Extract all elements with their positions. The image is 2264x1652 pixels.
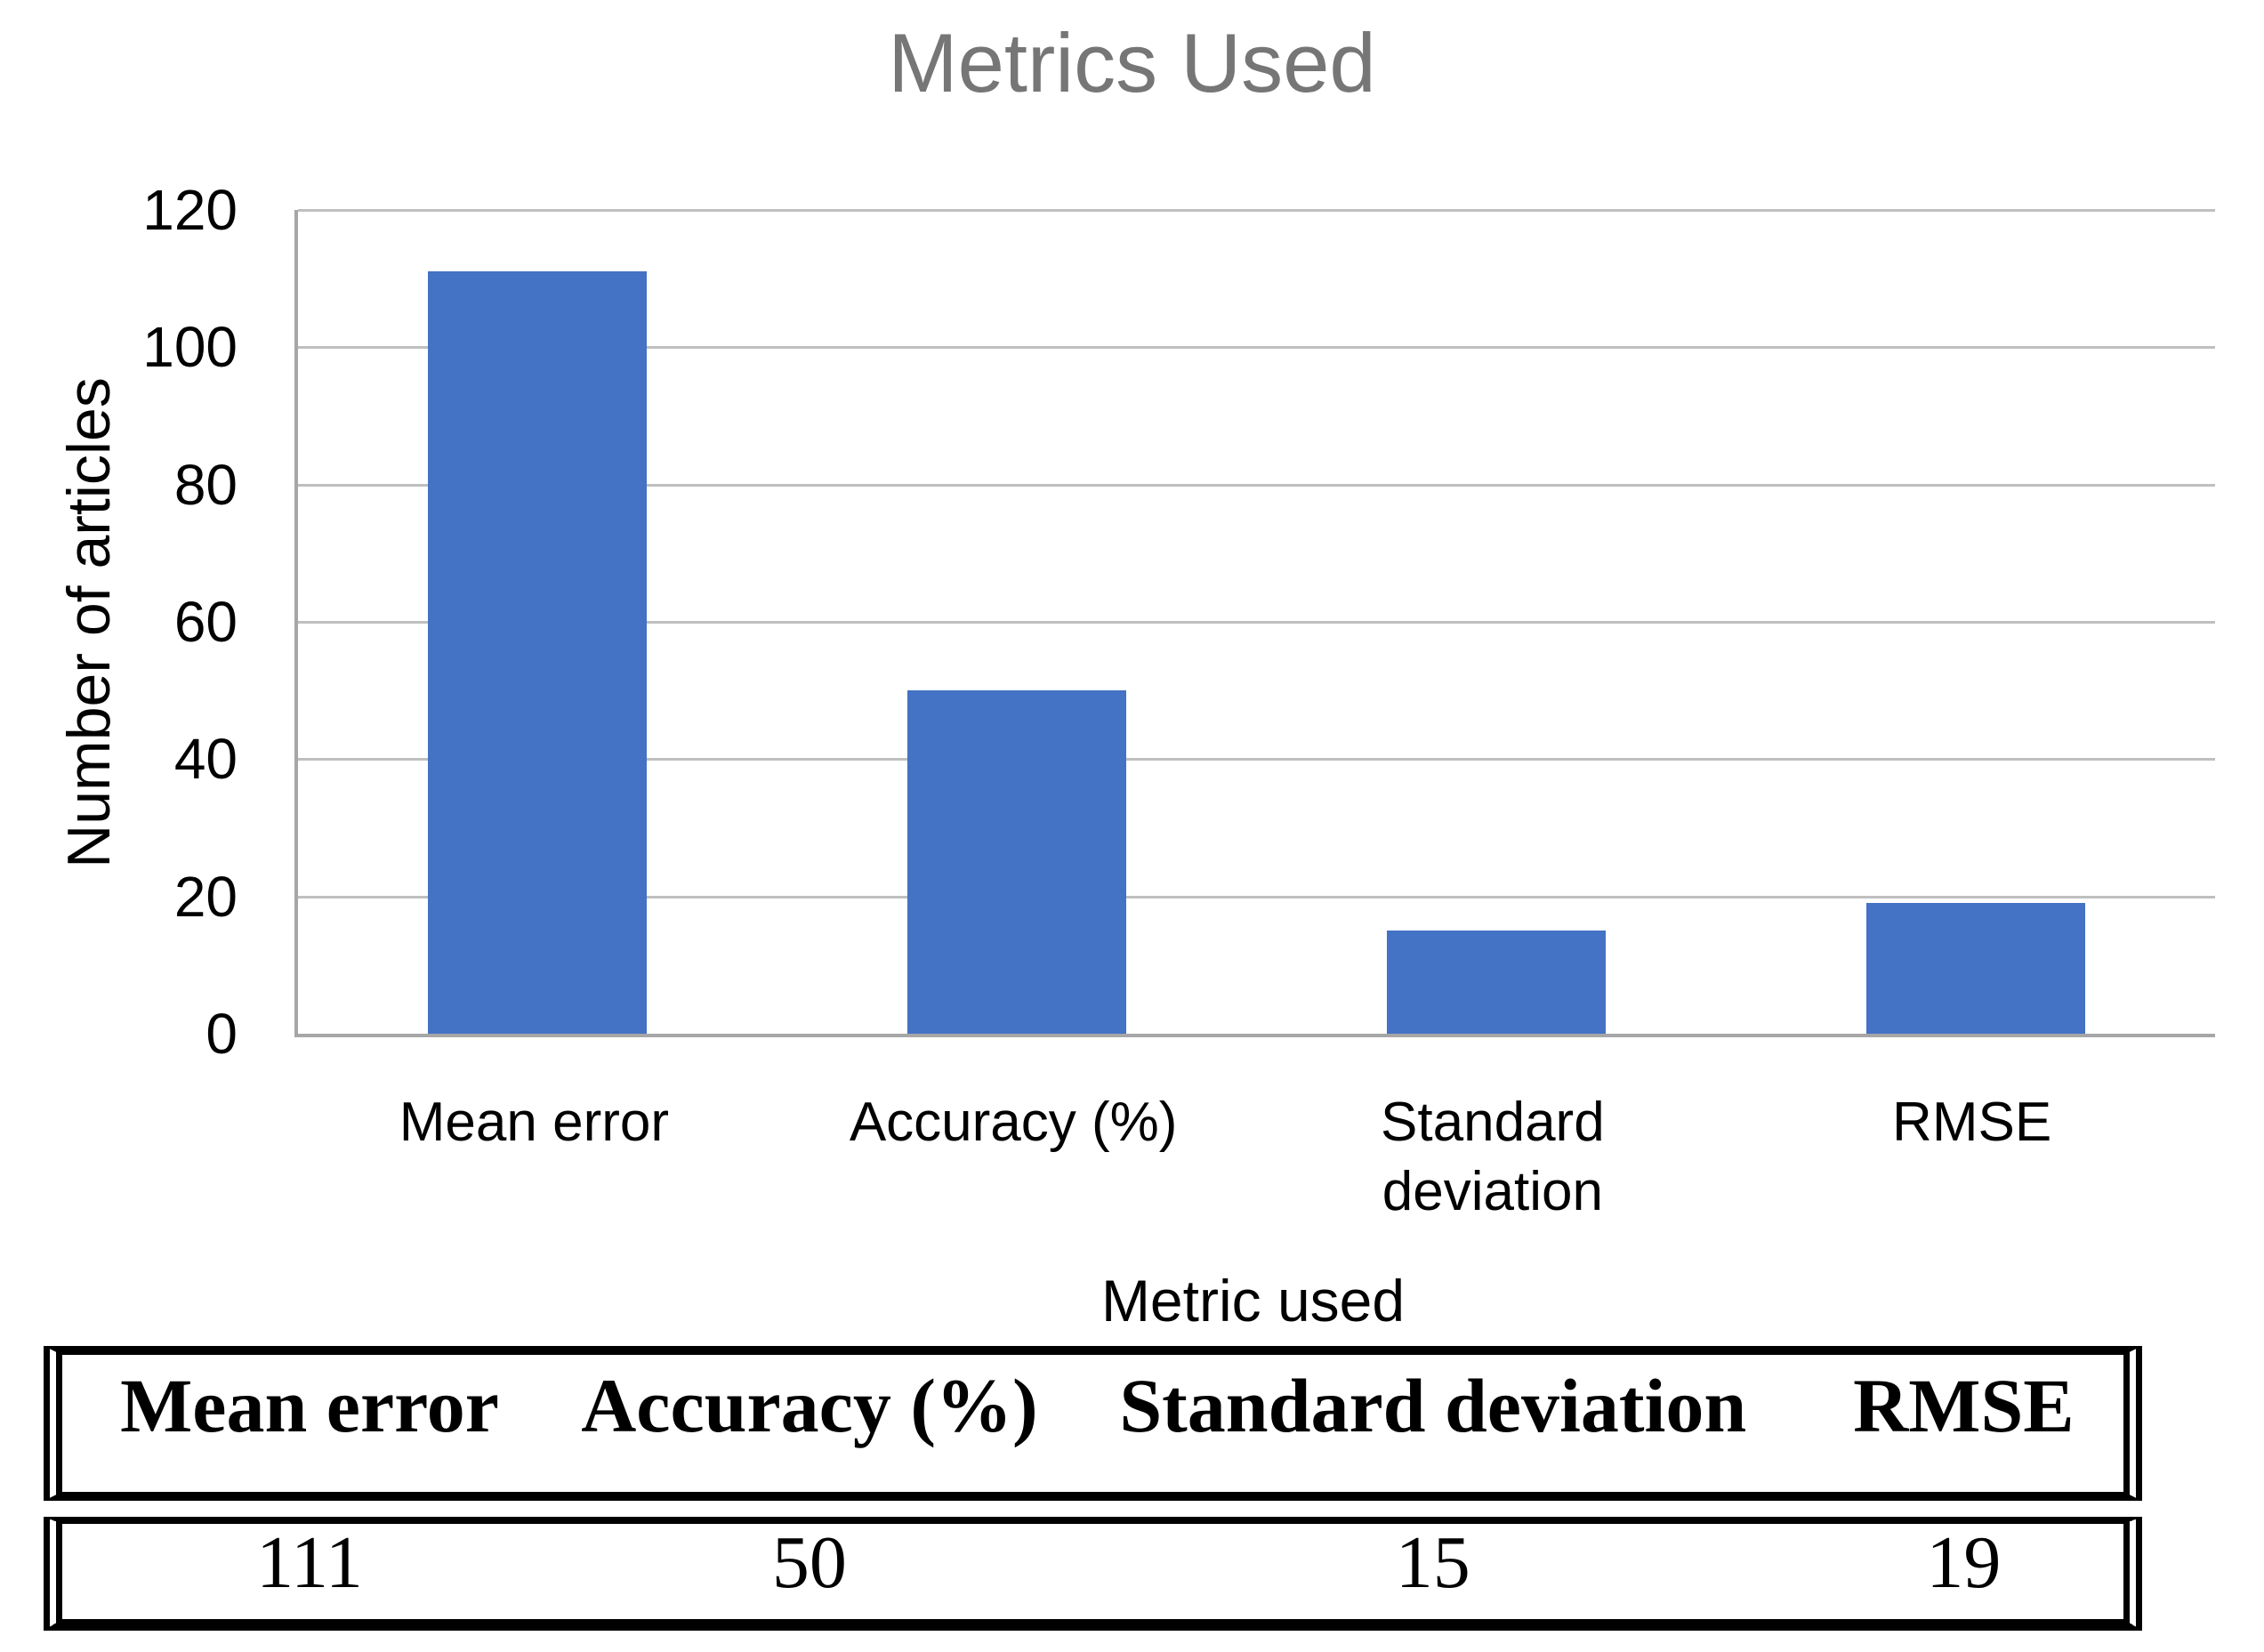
table-value-row: 111 50 15 19	[62, 1524, 2123, 1619]
chart-title: Metrics Used	[888, 16, 1376, 109]
x-axis-title: Metric used	[1100, 1268, 1406, 1334]
table-value-band: 111 50 15 19	[44, 1517, 2142, 1631]
table-header-cell-1: Accuracy (%)	[581, 1363, 1038, 1448]
table-value-cell-2: 15	[1395, 1521, 1470, 1604]
gridline-120	[298, 209, 2215, 212]
category-label-rmse: RMSE	[1892, 1092, 2052, 1153]
table-value-cell-1: 50	[771, 1521, 847, 1604]
bar-mean-error	[428, 271, 648, 1034]
table-header-row: Mean error Accuracy (%) Standard deviation…	[62, 1355, 2123, 1492]
y-tick-label-120: 120	[142, 178, 238, 242]
y-tick-label-0: 0	[205, 1002, 238, 1066]
y-tick-label-20: 20	[173, 864, 238, 929]
gridline-80	[298, 483, 2215, 487]
y-tick-label-40: 40	[173, 727, 238, 792]
y-axis-tick-labels: 0 20 40 60 80 100 120	[0, 181, 238, 1062]
x-axis-category-labels: Mean error Accuracy (%) Standard deviation…	[294, 1088, 2212, 1248]
bar-rmse	[1865, 903, 2085, 1034]
gridline-60	[298, 621, 2215, 624]
y-tick-label-80: 80	[173, 452, 238, 517]
table-value-cell-3: 19	[1926, 1521, 2002, 1604]
table-header-band: Mean error Accuracy (%) Standard deviation…	[44, 1346, 2142, 1501]
bar-accuracy-	[907, 690, 1127, 1034]
gridline-20	[298, 895, 2215, 899]
category-label-mean-error: Mean error	[399, 1092, 669, 1153]
category-label-standard-deviation: Standard deviation	[1381, 1092, 1605, 1222]
table-header-cell-2: Standard deviation	[1119, 1363, 1747, 1448]
plot-area	[294, 209, 2215, 1037]
table-header-cell-3: RMSE	[1853, 1363, 2075, 1448]
bar-standard-deviation	[1386, 931, 1606, 1034]
y-tick-label-100: 100	[142, 315, 238, 380]
table-header-cell-0: Mean error	[120, 1363, 499, 1448]
table-value-cell-0: 111	[256, 1521, 363, 1604]
category-label-accuracy-: Accuracy (%)	[849, 1092, 1178, 1153]
gridline-100	[298, 346, 2215, 350]
y-tick-label-60: 60	[173, 590, 238, 654]
gridline-40	[298, 758, 2215, 762]
